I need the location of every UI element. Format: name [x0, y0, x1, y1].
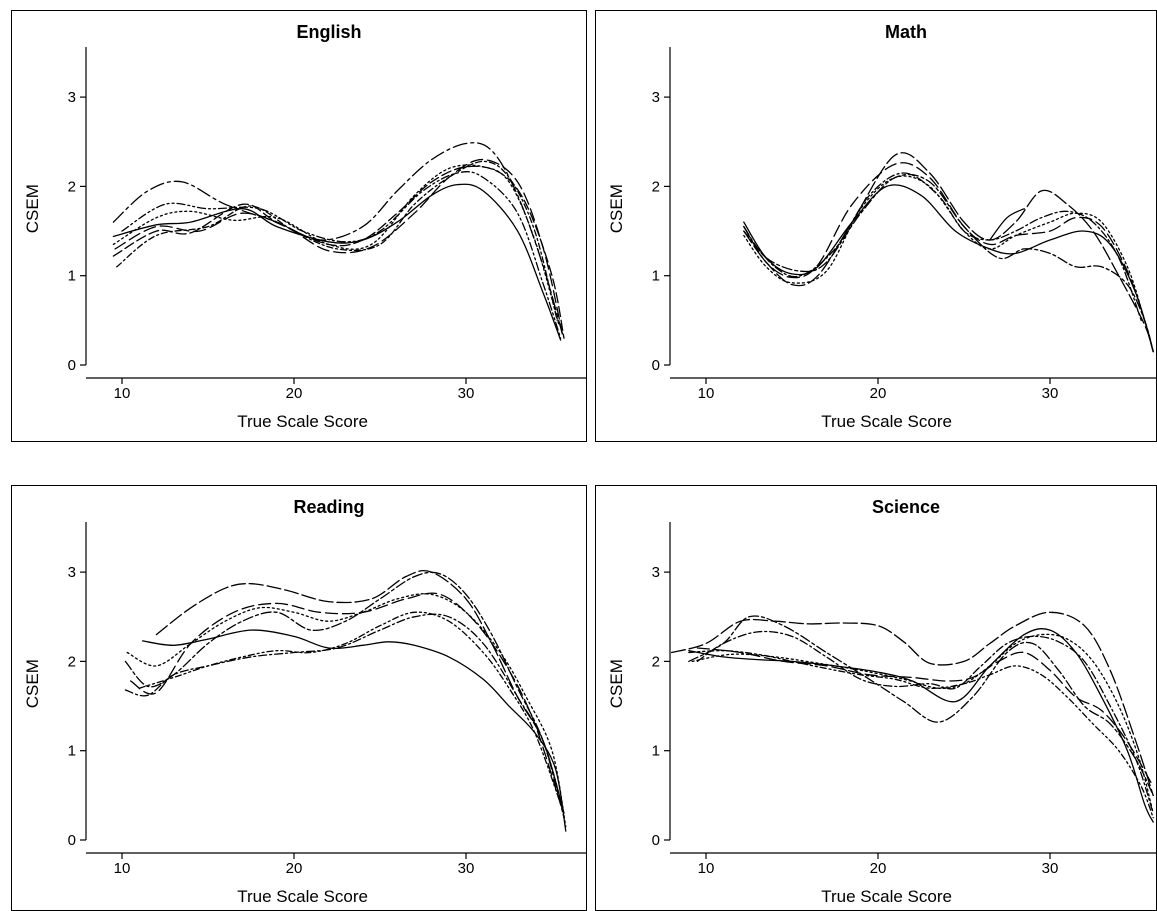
- x-tick-label: 20: [286, 860, 303, 877]
- series-line-6: [129, 592, 562, 805]
- chart-english: English 0 1 2 3 10 20 30 True Scale Score CSEM: [23, 22, 586, 431]
- series-line-3: [124, 571, 565, 819]
- chart-title-math: Math: [885, 22, 927, 42]
- chart-panel-english: English 0 1 2 3 10 20 30 True Scale Score CSEM: [11, 10, 587, 442]
- series-line-6: [743, 162, 1154, 353]
- y-tick-label: 1: [68, 743, 76, 760]
- chart-title-english: English: [296, 22, 361, 42]
- series-line-4: [116, 160, 558, 322]
- x-axis-label: True Scale Score: [821, 887, 952, 906]
- series-line-2: [670, 611, 1154, 797]
- y-tick-label: 3: [652, 89, 660, 106]
- y-tick-label: 0: [68, 832, 76, 849]
- series-line-1: [743, 184, 1154, 353]
- series-line-4: [743, 175, 1154, 353]
- series-line-4: [696, 630, 1154, 814]
- series-line-1: [112, 183, 562, 341]
- y-tick-label: 3: [652, 564, 660, 581]
- series-line-3: [688, 615, 1154, 797]
- x-tick-label: 10: [698, 860, 715, 877]
- x-tick-label: 30: [458, 385, 475, 402]
- y-tick-label: 3: [68, 89, 76, 106]
- chart-title-science: Science: [872, 497, 940, 517]
- series-line-7: [138, 611, 563, 810]
- x-tick-label: 20: [870, 385, 887, 402]
- chart-science: Science 0 1 2 3 10 20 30 True Scale Score CSEM: [607, 497, 1156, 906]
- y-axis-label: CSEM: [607, 184, 626, 233]
- x-axis-label: True Scale Score: [821, 412, 952, 431]
- x-tick-label: 30: [1042, 860, 1059, 877]
- y-tick-label: 0: [68, 357, 76, 374]
- x-tick-label: 10: [698, 385, 715, 402]
- series-line-6: [121, 171, 562, 339]
- y-tick-label: 1: [652, 743, 660, 760]
- x-tick-label: 30: [458, 860, 475, 877]
- chart-panel-math: Math 0 1 2 3 10 20 30 True Scale Score CSEM: [595, 10, 1157, 442]
- chart-title-reading: Reading: [293, 497, 364, 517]
- y-tick-label: 0: [652, 832, 660, 849]
- series-line-7: [989, 208, 1025, 241]
- y-tick-label: 1: [68, 268, 76, 285]
- series-line-5: [126, 593, 567, 828]
- x-tick-label: 10: [114, 385, 131, 402]
- x-axis-label: True Scale Score: [237, 412, 368, 431]
- series-line-2: [155, 569, 565, 814]
- series-line-7: [688, 650, 1154, 819]
- y-tick-label: 3: [68, 564, 76, 581]
- y-tick-label: 0: [652, 357, 660, 374]
- series-line-1: [141, 629, 567, 832]
- y-axis-label: CSEM: [23, 184, 42, 233]
- y-tick-label: 1: [652, 268, 660, 285]
- series-line-4: [124, 613, 565, 814]
- series-line-2: [743, 152, 1154, 353]
- series-line-1: [688, 628, 1154, 823]
- x-tick-label: 10: [114, 860, 131, 877]
- series-line-7: [114, 158, 563, 335]
- x-tick-label: 30: [1042, 385, 1059, 402]
- series-line-3: [112, 142, 563, 335]
- chart-panel-science: Science 0 1 2 3 10 20 30 True Scale Score CSEM: [595, 485, 1157, 911]
- chart-panel-reading: Reading 0 1 2 3 10 20 30 True Scale Score CSEM: [11, 485, 587, 911]
- x-tick-label: 20: [870, 860, 887, 877]
- series-line-5: [112, 164, 560, 326]
- x-tick-label: 20: [286, 385, 303, 402]
- y-tick-label: 2: [652, 178, 660, 195]
- y-tick-label: 2: [68, 653, 76, 670]
- series-line-3: [743, 173, 1154, 353]
- y-tick-label: 2: [68, 178, 76, 195]
- y-tick-label: 2: [652, 653, 660, 670]
- y-axis-label: CSEM: [607, 659, 626, 708]
- chart-reading: Reading 0 1 2 3 10 20 30 True Scale Score CSEM: [23, 497, 586, 906]
- y-axis-label: CSEM: [23, 659, 42, 708]
- chart-math: Math 0 1 2 3 10 20 30 True Scale Score CSEM: [607, 22, 1156, 431]
- x-axis-label: True Scale Score: [237, 887, 368, 906]
- series-line-6: [696, 647, 1154, 788]
